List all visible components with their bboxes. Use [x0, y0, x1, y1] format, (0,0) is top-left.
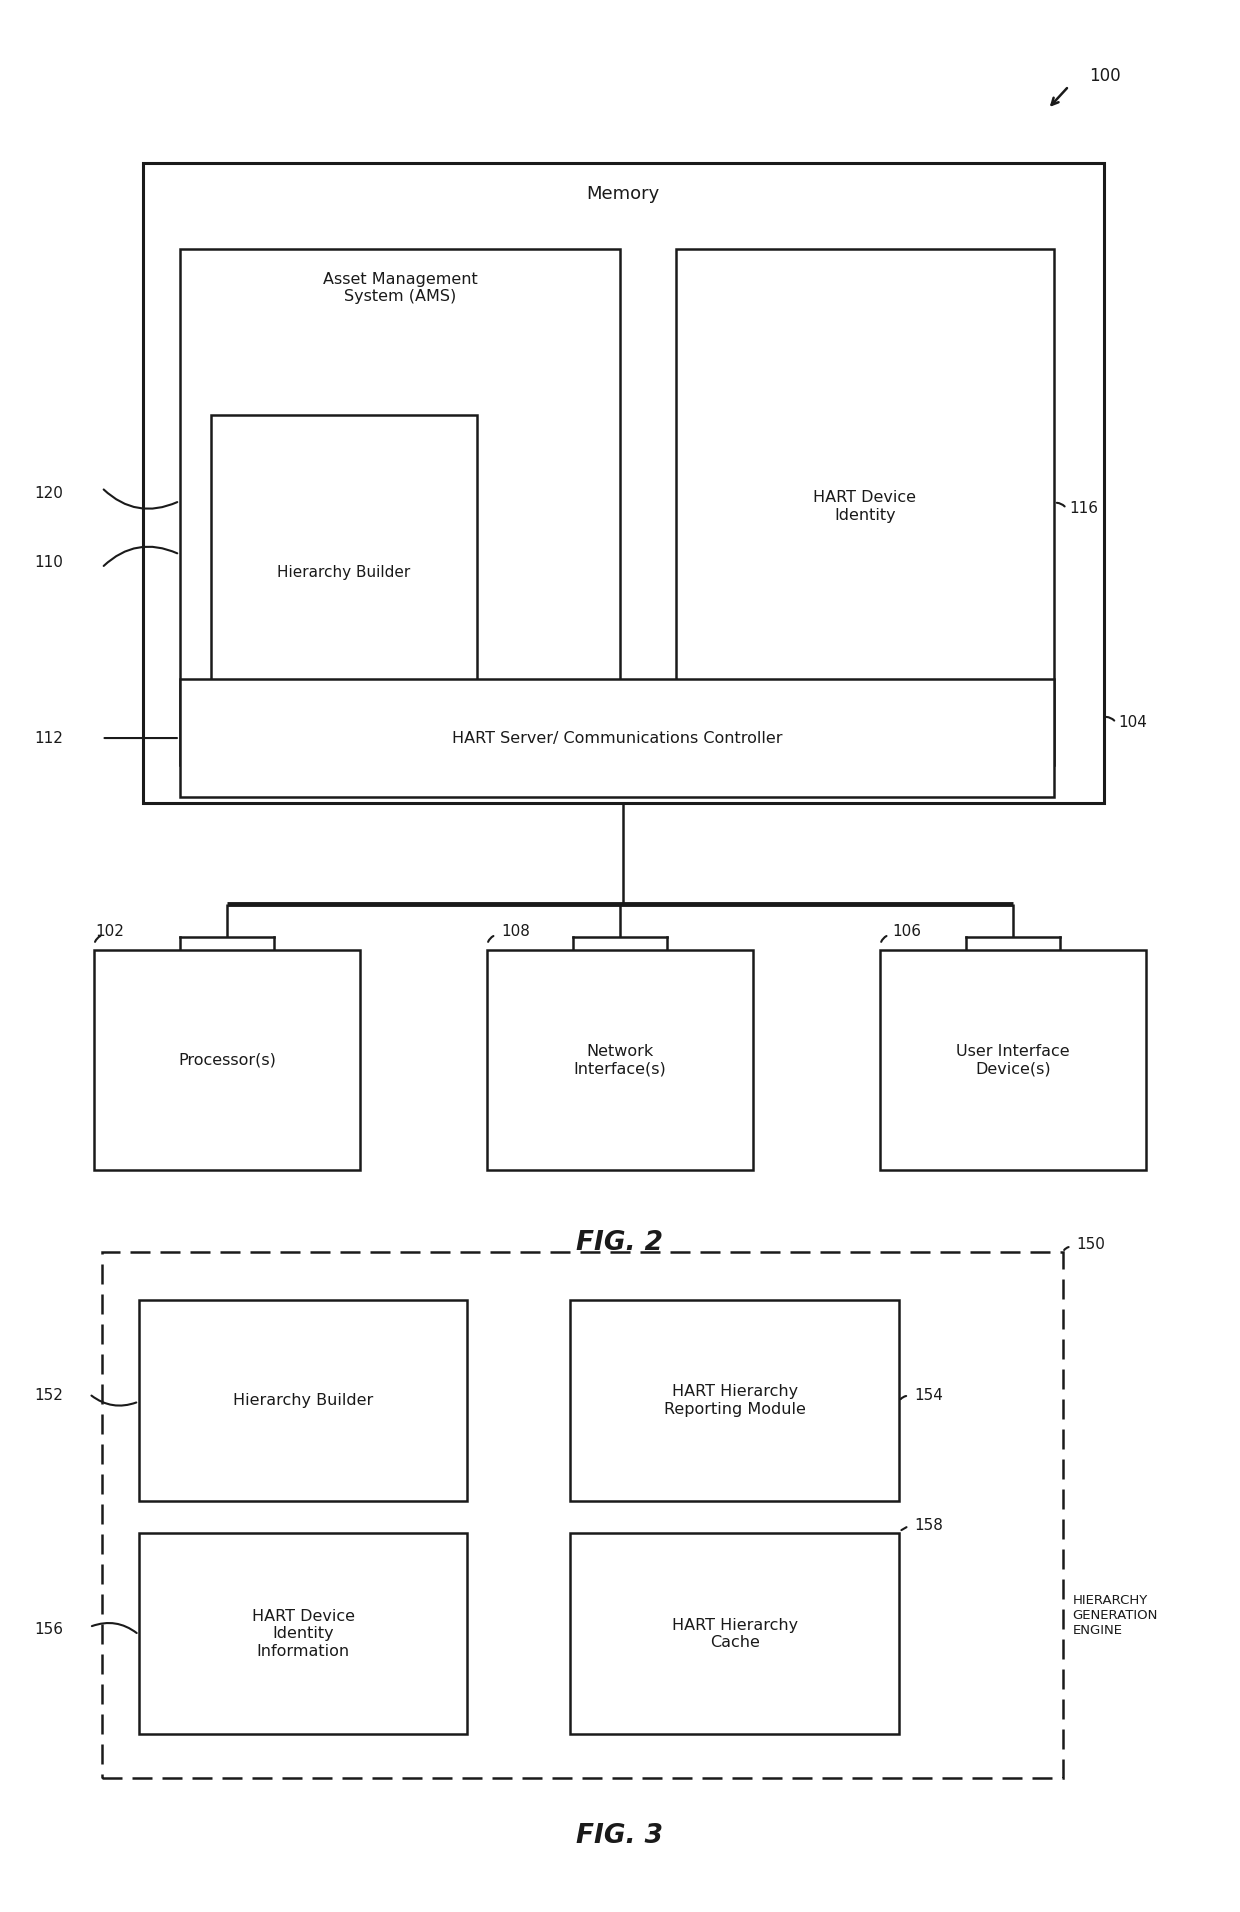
Text: 102: 102 [95, 923, 124, 939]
FancyBboxPatch shape [139, 1300, 467, 1501]
FancyBboxPatch shape [676, 249, 1054, 765]
FancyBboxPatch shape [211, 415, 477, 730]
FancyBboxPatch shape [180, 249, 620, 765]
Text: User Interface
Device(s): User Interface Device(s) [956, 1044, 1070, 1076]
FancyBboxPatch shape [570, 1533, 899, 1734]
FancyBboxPatch shape [180, 679, 1054, 797]
Text: 116: 116 [1069, 501, 1097, 516]
Text: Hierarchy Builder: Hierarchy Builder [233, 1394, 373, 1407]
Text: HART Device
Identity: HART Device Identity [813, 491, 916, 522]
Text: HART Server/ Communications Controller: HART Server/ Communications Controller [451, 730, 782, 746]
FancyBboxPatch shape [486, 950, 754, 1170]
Text: Asset Management
System (AMS): Asset Management System (AMS) [322, 272, 477, 304]
Text: 108: 108 [501, 923, 529, 939]
Text: FIG. 3: FIG. 3 [577, 1822, 663, 1849]
Text: Processor(s): Processor(s) [179, 1054, 275, 1067]
Text: 156: 156 [35, 1621, 63, 1637]
Text: Memory: Memory [587, 185, 660, 203]
Text: 150: 150 [1076, 1237, 1105, 1252]
Text: Hierarchy Builder: Hierarchy Builder [278, 566, 410, 579]
Text: 110: 110 [35, 554, 63, 570]
Text: 154: 154 [914, 1388, 942, 1403]
Text: 100: 100 [1089, 67, 1121, 86]
Text: Network
Interface(s): Network Interface(s) [574, 1044, 666, 1076]
Text: HIERARCHY
GENERATION
ENGINE: HIERARCHY GENERATION ENGINE [1073, 1595, 1158, 1637]
FancyBboxPatch shape [139, 1533, 467, 1734]
Text: 112: 112 [35, 730, 63, 746]
FancyBboxPatch shape [879, 950, 1146, 1170]
Text: 104: 104 [1118, 715, 1147, 730]
Text: 120: 120 [35, 486, 63, 501]
FancyBboxPatch shape [570, 1300, 899, 1501]
FancyBboxPatch shape [143, 163, 1104, 803]
Text: FIG. 2: FIG. 2 [577, 1229, 663, 1256]
Text: HART Hierarchy
Cache: HART Hierarchy Cache [672, 1618, 797, 1650]
FancyBboxPatch shape [94, 950, 360, 1170]
FancyBboxPatch shape [102, 1252, 1063, 1778]
Text: HART Device
Identity
Information: HART Device Identity Information [252, 1608, 355, 1660]
Text: 152: 152 [35, 1388, 63, 1403]
Text: HART Hierarchy
Reporting Module: HART Hierarchy Reporting Module [663, 1384, 806, 1417]
Text: 106: 106 [893, 923, 921, 939]
Text: 158: 158 [914, 1518, 942, 1533]
